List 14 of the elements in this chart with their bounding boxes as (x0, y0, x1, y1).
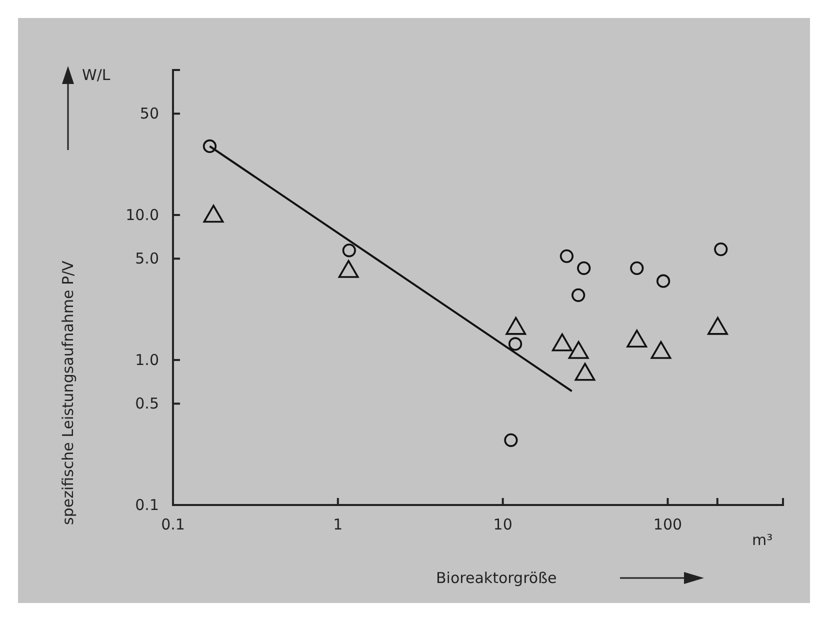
y-tick-label: 5.0 (135, 249, 159, 268)
y-axis-title: spezifische Leistungsaufnahme P/V (59, 260, 77, 525)
text: W/L (82, 66, 111, 84)
y-tick-label: 0.1 (135, 496, 159, 514)
text: m³ (752, 531, 773, 549)
x-tick-label: 0.1 (161, 516, 185, 534)
y-tick-label: 0.5 (135, 394, 159, 412)
y-tick-label: 1.0 (135, 350, 159, 369)
x-tick-label: 100 (653, 516, 682, 534)
x-tick-label: 1 (333, 516, 343, 534)
x-axis-title: Bioreaktorgröße (436, 569, 557, 587)
y-tick-label: 10.0 (126, 206, 159, 224)
y-tick-label: 50 (140, 104, 159, 122)
x-tick-label: 10 (493, 516, 512, 534)
